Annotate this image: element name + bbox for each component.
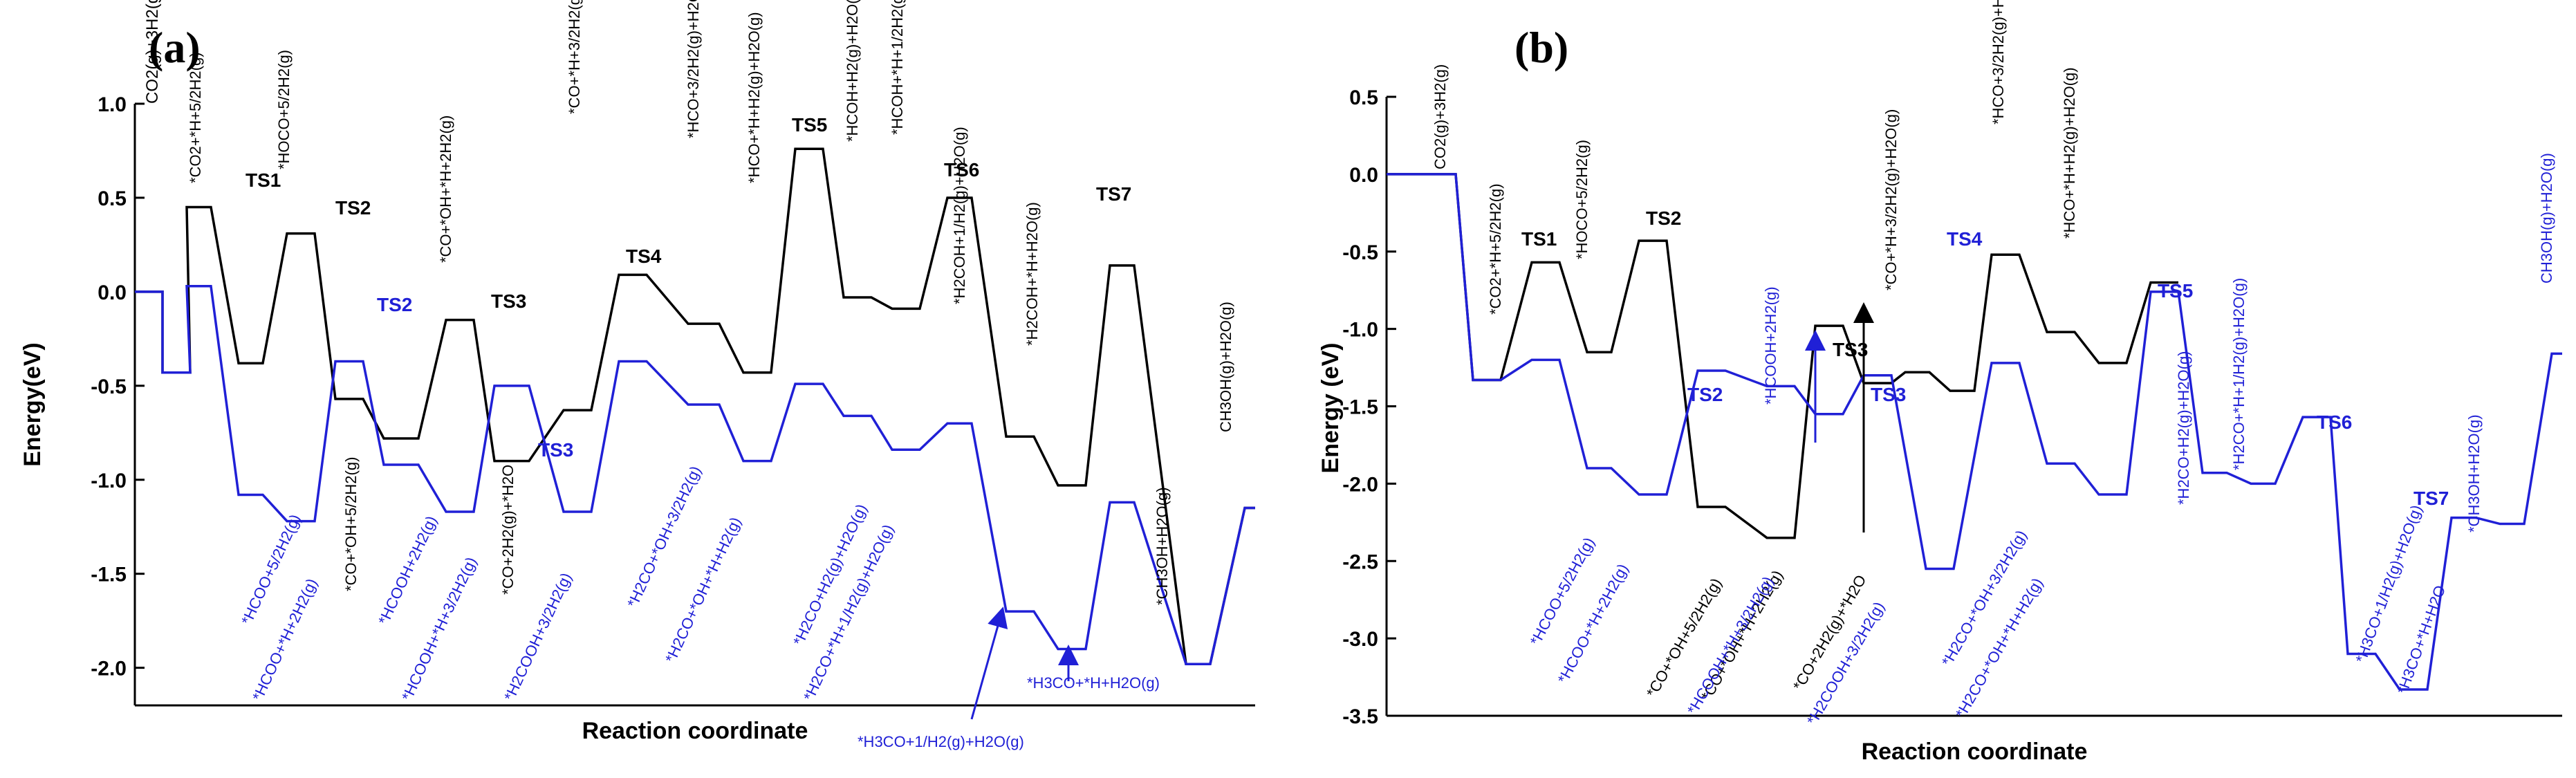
panel-b-label: (b) bbox=[1514, 23, 1568, 72]
panel-b-ytick-label: -3.5 bbox=[1342, 705, 1378, 728]
panel-b-ytick-label: -2.0 bbox=[1342, 473, 1378, 496]
panel-b-ytick-label: -2.5 bbox=[1342, 550, 1378, 573]
panel-b-annotation: CO2(g)+3H2(g) bbox=[1431, 64, 1449, 169]
panel-a-ytick-label: -1.5 bbox=[91, 564, 127, 586]
panel-a-annotation: *HCOH+H2(g)+H2O(g) bbox=[844, 0, 861, 142]
panel-a-annotation: *H2COH+1/H2(g)+H2O(g) bbox=[951, 127, 968, 304]
panel-a-annotation: *CO+*H+3/2H2(g)+H2O(g) bbox=[566, 0, 583, 114]
panel-a-ylabel: Energy(eV) bbox=[19, 342, 46, 467]
panel-b-annotation: *H2CO+H2(g)+H2O(g) bbox=[2175, 351, 2192, 505]
panel-a-ytick-label: 0.5 bbox=[98, 187, 127, 210]
panel-a-annotation: CH3OH(g)+H2O(g) bbox=[1217, 302, 1234, 432]
panel-a-label: (a) bbox=[149, 23, 201, 72]
panel-a-annotation: *CO+*OH+*H+2H2(g) bbox=[437, 115, 454, 263]
panel-b-annotation: TS3 bbox=[1871, 384, 1906, 405]
panel-b-ytick-label: -1.5 bbox=[1342, 396, 1378, 419]
panel-a-annotation: *H2CO+*OH+3/2H2(g) bbox=[624, 463, 705, 610]
panel-b-annotation: *HCOOH+2H2(g) bbox=[1762, 286, 1779, 405]
panel-b-ytick-label: 0.5 bbox=[1349, 86, 1378, 109]
panel-b-annotation: *CH3OH+H2O(g) bbox=[2465, 414, 2483, 532]
panel-a-annotation: TS1 bbox=[245, 169, 281, 191]
panel-b-ytick-label: -0.5 bbox=[1342, 241, 1378, 264]
panel-a-annotation: *HCO+3/2H2(g)+H2O(g) bbox=[685, 0, 702, 138]
panel-b-series-blue bbox=[1387, 173, 2562, 691]
panel-b-ytick-label: -3.0 bbox=[1342, 628, 1378, 651]
panel-b-annotation: TS6 bbox=[2317, 411, 2352, 433]
panel-a-annotation: *HOCO+5/2H2(g) bbox=[275, 50, 293, 169]
panel-b-ytick-label: -1.0 bbox=[1342, 319, 1378, 342]
panel-b-annotation: TS4 bbox=[1947, 228, 1983, 250]
panel-a-xlabel: Reaction coordinate bbox=[582, 718, 808, 744]
panel-a-annotation: *H3CO+*H+H2O(g) bbox=[1027, 674, 1160, 692]
panel-a-annotation: *H2CO+*OH+*H+H2(g) bbox=[662, 515, 745, 665]
panel-b-xlabel: Reaction coordinate bbox=[1862, 739, 2088, 765]
panel-a-annotation: *CO+2H2(g)+*H2O bbox=[499, 465, 517, 595]
panel-a-annotation: CO2(g)+3H2(g) bbox=[143, 0, 162, 104]
panel-b-annotation: TS2 bbox=[1646, 207, 1681, 229]
panel-b-annotation: *HCO+*H+H2(g)+H2O(g) bbox=[2061, 67, 2078, 239]
panel-a-arrow-h3co-h2 bbox=[970, 606, 1008, 720]
panel-b-annotation: *CO2+*H+5/2H2(g) bbox=[1487, 183, 1504, 315]
panel-a-ytick-label: 0.0 bbox=[98, 281, 127, 304]
panel-a-annotation: TS3 bbox=[491, 290, 526, 312]
panel-b-annotation: TS1 bbox=[1521, 228, 1557, 250]
panel-a-ytick-label: -0.5 bbox=[91, 376, 127, 398]
panel-b-series-black bbox=[1387, 173, 2178, 539]
panel-a-annotation: TS4 bbox=[626, 246, 662, 267]
panel-b-annotation: *H3CO+*H+H2O bbox=[2393, 583, 2449, 696]
panel-b-ytick-label: 0.0 bbox=[1349, 164, 1378, 187]
panel-a-annotation: *CH3OH+H2O(g) bbox=[1153, 487, 1171, 605]
panel-a-annotation: TS6 bbox=[944, 159, 979, 180]
panel-a-series-black bbox=[135, 147, 1255, 665]
panel-a-ytick-label: 1.0 bbox=[98, 93, 127, 116]
panel-b-annotation: *HOCO+5/2H2(g) bbox=[1573, 140, 1591, 259]
panel-a-annotation: *CO+*OH+5/2H2(g) bbox=[342, 457, 360, 591]
panel-a-annotation: *HCOH+*H+1/2H2(g)+H2O(g) bbox=[889, 0, 906, 135]
panel-b-ylabel: Energy (eV) bbox=[1317, 343, 1344, 474]
panel-a-annotation: TS2 bbox=[335, 197, 371, 219]
panel-b-annotation: CH3OH(g)+H2O(g) bbox=[2538, 153, 2555, 284]
panel-b-annotation: TS5 bbox=[2158, 280, 2193, 302]
panel-a-annotation: *H2COH+*H+H2O(g) bbox=[1023, 202, 1041, 346]
panel-b-annotation: *CO+*H+3/2H2(g)+H2O(g) bbox=[1882, 109, 1900, 290]
panel-a-annotation: TS7 bbox=[1096, 183, 1131, 205]
panel-b-annotation: *H2CO+*OH+3/2H2(g) bbox=[1938, 527, 2030, 669]
panel-b-annotation: *H2CO+*H+1/H2(g)+H2O(g) bbox=[2230, 278, 2248, 470]
panel-a-annotation: *HCOOH+2H2(g) bbox=[375, 513, 441, 627]
panel-a-annotation: TS2 bbox=[377, 294, 412, 315]
panel-b-annotation: TS7 bbox=[2413, 488, 2449, 509]
panel-b-annotation: TS2 bbox=[1687, 384, 1723, 405]
panel-b-annotation: *HCO+3/2H2(g)+H2O(g) bbox=[1990, 0, 2007, 124]
panel-a-ytick-label: -2.0 bbox=[91, 658, 127, 680]
panel-a: (a) 1.0 0.5 0.0 -0.5 -1.0 -1.5 -2.0 Energy(eV)… bbox=[19, 0, 1255, 750]
panel-a-annotation: *HCO+*H+H2(g)+H2O(g) bbox=[745, 12, 763, 183]
panel-b: (b) 0.5 0.0 -0.5 -1.0 -1.5 -2.0 -2.5 -3.0 -3.5 E… bbox=[1317, 0, 2562, 765]
panel-a-annotation: *H3CO+1/H2(g)+H2O(g) bbox=[858, 733, 1024, 750]
panel-a-ytick-label: -1.0 bbox=[91, 470, 127, 492]
panel-b-annotation: *HCOOH+*H+3/2H2(g) bbox=[1684, 573, 1777, 717]
panel-b-annotation: TS3 bbox=[1833, 339, 1868, 360]
panel-a-annotation: TS5 bbox=[792, 114, 827, 136]
panel-a-annotation: TS3 bbox=[538, 439, 573, 461]
panel-a-annotation: *CO2+*H+5/2H2(g) bbox=[187, 52, 204, 183]
panel-a-series-blue bbox=[135, 284, 1255, 665]
panel-b-annotation: *H2CO+*OH+*H+H2(g) bbox=[1952, 575, 2046, 721]
